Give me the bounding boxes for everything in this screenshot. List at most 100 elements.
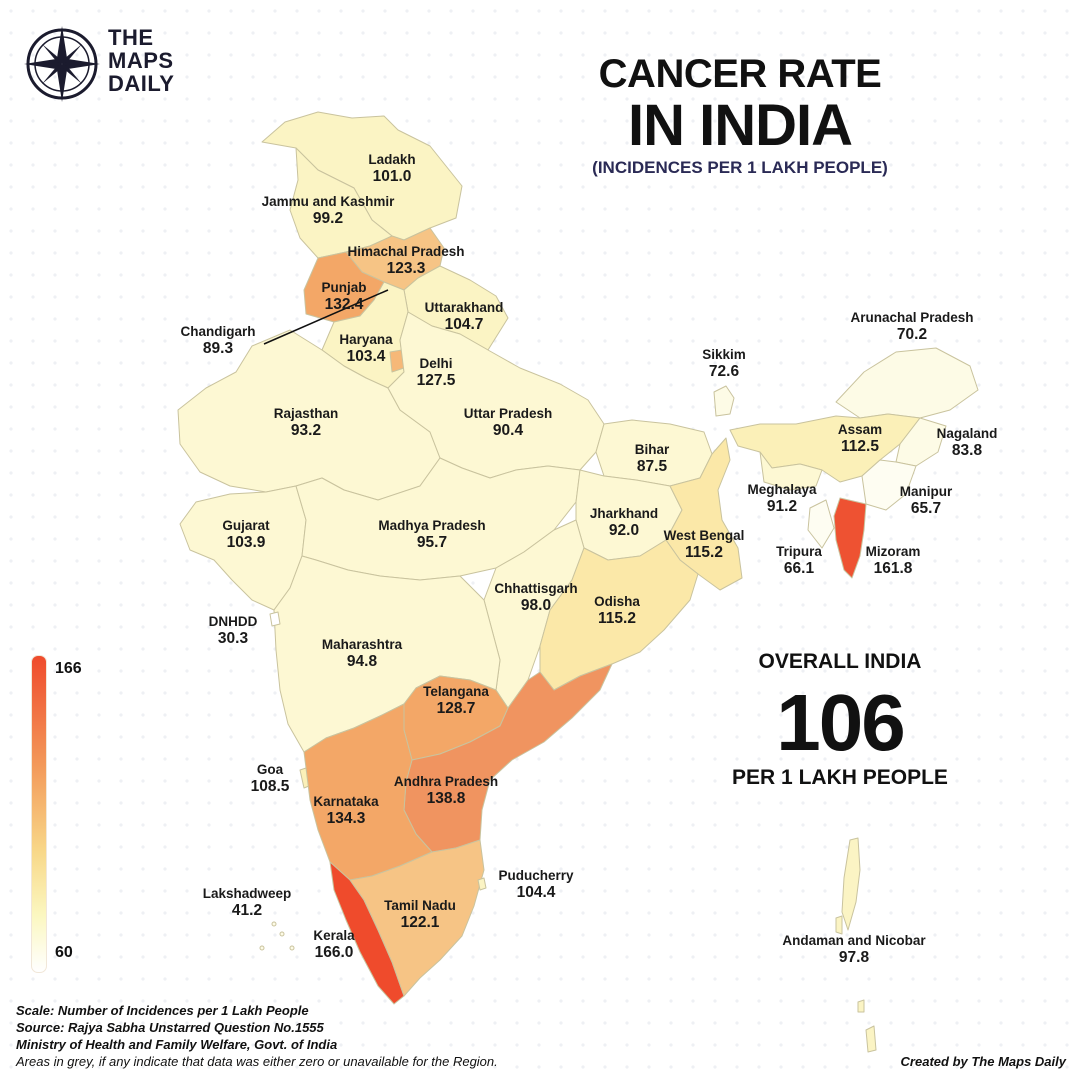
note-scale: Scale: Number of Incidences per 1 Lakh P… — [16, 1003, 309, 1018]
region-label-ladakh: Ladakh 101.0 — [368, 152, 415, 186]
region-value: 101.0 — [372, 168, 412, 185]
region-label-meghalaya: Meghalaya 91.2 — [747, 482, 816, 516]
region-value: 128.7 — [436, 700, 476, 717]
region-value: 104.4 — [516, 884, 556, 901]
region-shape-arunachal-pradesh — [835, 347, 979, 419]
region-name: Puducherry — [498, 868, 574, 883]
region-name: Arunachal Pradesh — [850, 310, 974, 325]
subtitle: (INCIDENCES PER 1 LAKH PEOPLE) — [592, 158, 888, 177]
region-label-bihar: Bihar 87.5 — [635, 442, 670, 476]
region-name: Haryana — [339, 332, 393, 347]
region-value: 90.4 — [492, 422, 524, 439]
region-label-puducherry: Puducherry 104.4 — [498, 868, 573, 902]
footnotes: Scale: Number of Incidences per 1 Lakh P… — [16, 1002, 498, 1070]
region-value: 94.8 — [346, 653, 378, 670]
region-value: 103.9 — [226, 534, 266, 551]
region-value: 122.1 — [400, 914, 440, 931]
region-shape-west-bengal — [665, 437, 743, 591]
region-value: 98.0 — [520, 597, 552, 614]
region-name: Himachal Pradesh — [347, 244, 465, 259]
region-name: Lakshadweep — [202, 886, 292, 901]
region-label-chhattisgarh: Chhattisgarh 98.0 — [494, 581, 577, 615]
region-label-nagaland: Nagaland 83.8 — [937, 426, 998, 460]
region-shape-tripura — [807, 499, 835, 549]
region-value: 95.7 — [416, 534, 448, 551]
region-name: Maharashtra — [321, 637, 403, 652]
region-value: 87.5 — [636, 458, 668, 475]
legend-min: 60 — [55, 944, 73, 961]
region-name: Madhya Pradesh — [378, 518, 486, 533]
note-grey: Areas in grey, if any indicate that data… — [16, 1054, 498, 1069]
region-name: Delhi — [419, 356, 453, 371]
compass-icon — [24, 26, 100, 102]
region-name: DNHDD — [208, 614, 258, 629]
region-name: Manipur — [899, 484, 953, 499]
region-label-manipur: Manipur 65.7 — [900, 484, 953, 518]
region-value: 108.5 — [250, 778, 290, 795]
region-value: 72.6 — [708, 363, 740, 380]
brand-logo — [24, 26, 100, 102]
note-source: Source: Rajya Sabha Unstarred Question N… — [16, 1020, 324, 1035]
note-ministry: Ministry of Health and Family Welfare, G… — [16, 1037, 338, 1052]
region-label-andaman-and-nicobar: Andaman and Nicobar 97.8 — [782, 933, 925, 967]
region-value: 97.8 — [838, 949, 870, 966]
region-shape-mizoram — [833, 497, 867, 579]
region-value: 123.3 — [386, 260, 426, 277]
region-name: Odisha — [594, 594, 640, 609]
region-label-karnataka: Karnataka 134.3 — [313, 794, 378, 828]
overall-value: 106 — [776, 678, 905, 767]
region-name: Andhra Pradesh — [393, 774, 499, 789]
region-label-gujarat: Gujarat 103.9 — [222, 518, 269, 552]
brand-line-1: THE — [108, 25, 154, 50]
region-label-arunachal-pradesh: Arunachal Pradesh 70.2 — [850, 310, 973, 344]
region-name: Mizoram — [865, 544, 921, 559]
region-name: Assam — [837, 422, 883, 437]
region-shape-puducherry — [477, 877, 487, 891]
region-value: 93.2 — [290, 422, 322, 439]
title-line-2: IN INDIA — [628, 93, 853, 158]
region-name: Meghalaya — [747, 482, 817, 497]
region-label-goa: Goa 108.5 — [251, 762, 290, 796]
region-value: 91.2 — [766, 498, 798, 515]
region-label-andhra-pradesh: Andhra Pradesh 138.8 — [394, 774, 498, 808]
region-label-dnhdd: DNHDD 30.3 — [209, 614, 258, 648]
brand-line-3: DAILY — [108, 71, 175, 96]
brand-name: THE MAPS DAILY — [108, 26, 174, 95]
region-value: 115.2 — [685, 544, 723, 561]
region-name: Gujarat — [222, 518, 270, 533]
region-value: 104.7 — [444, 316, 484, 333]
region-name: Chhattisgarh — [494, 581, 578, 596]
region-name: Karnataka — [313, 794, 379, 809]
region-label-madhya-pradesh: Madhya Pradesh 95.7 — [378, 518, 485, 552]
region-shape-karnataka — [303, 703, 433, 881]
region-label-chandigarh: Chandigarh 89.3 — [180, 324, 255, 358]
region-name: Chandigarh — [180, 324, 256, 339]
region-label-jharkhand: Jharkhand 92.0 — [590, 506, 658, 540]
region-name: Tripura — [776, 544, 822, 559]
region-name: Punjab — [321, 280, 367, 295]
region-label-tamil-nadu: Tamil Nadu 122.1 — [384, 898, 456, 932]
region-name: Nagaland — [936, 426, 998, 441]
region-value: 70.2 — [896, 326, 928, 343]
region-value: 115.2 — [598, 610, 636, 627]
region-value: 65.7 — [910, 500, 942, 517]
region-name: West Bengal — [663, 528, 745, 543]
overall-heading: OVERALL INDIA — [758, 650, 922, 673]
region-value: 161.8 — [873, 560, 913, 577]
title-line-1: CANCER RATE — [598, 52, 882, 96]
region-shape-meghalaya — [759, 451, 823, 491]
brand-line-2: MAPS — [108, 48, 174, 73]
region-shape-odisha — [539, 539, 699, 691]
chandigarh-leader-line — [263, 289, 389, 345]
region-shape-manipur — [861, 459, 917, 511]
region-label-jammu-and-kashmir: Jammu and Kashmir 99.2 — [262, 194, 395, 228]
region-label-haryana: Haryana 103.4 — [339, 332, 392, 366]
region-value: 30.3 — [217, 630, 249, 647]
region-shape-lakshadweep — [259, 921, 295, 951]
region-label-odisha: Odisha 115.2 — [594, 594, 640, 628]
region-label-assam: Assam 112.5 — [838, 422, 882, 456]
region-value: 66.1 — [783, 560, 815, 577]
region-name: Rajasthan — [273, 406, 339, 421]
region-shape-dnhdd — [269, 611, 281, 627]
region-name: Sikkim — [702, 347, 746, 362]
